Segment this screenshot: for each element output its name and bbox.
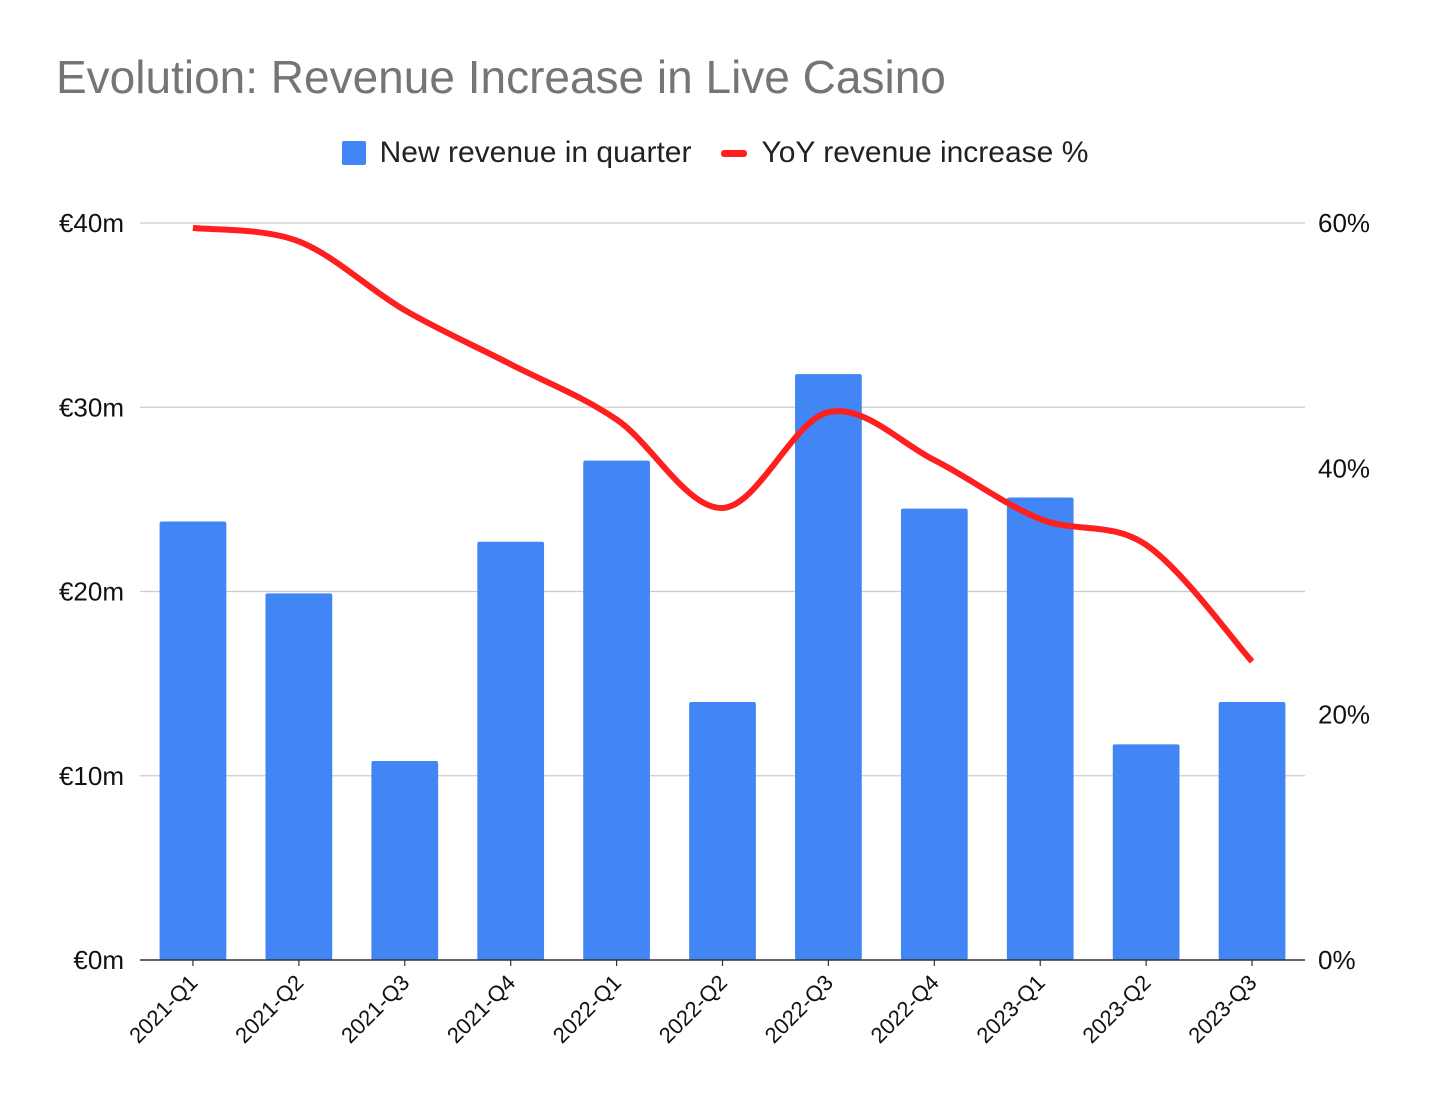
- legend-swatch-bars: [341, 141, 366, 165]
- legend-item-line[interactable]: YoY revenue increase %: [721, 136, 1088, 170]
- y-left-tick-label: €10m: [59, 761, 124, 791]
- legend: New revenue in quarter YoY revenue incre…: [0, 136, 1430, 170]
- x-tick-label: 2022-Q3: [760, 970, 838, 1048]
- x-tick-label: 2022-Q1: [548, 970, 626, 1048]
- y-left-tick-label: €0m: [73, 945, 124, 975]
- legend-swatch-line: [721, 149, 748, 157]
- x-tick-label: 2023-Q2: [1077, 970, 1155, 1048]
- legend-label-line: YoY revenue increase %: [761, 136, 1089, 169]
- y-right-tick-label: 60%: [1318, 208, 1370, 238]
- bar: [795, 374, 862, 961]
- bar: [371, 761, 439, 960]
- x-tick-label: 2021-Q1: [124, 970, 202, 1048]
- y-right-tick-label: 0%: [1318, 945, 1356, 975]
- bar: [265, 593, 333, 960]
- bar: [900, 508, 968, 960]
- x-tick-label: 2022-Q2: [654, 970, 732, 1048]
- legend-label-bars: New revenue in quarter: [379, 136, 692, 169]
- y-right-tick-label: 40%: [1318, 454, 1370, 484]
- x-tick-label: 2021-Q4: [442, 970, 520, 1048]
- series-line-yoy: [192, 224, 1255, 664]
- x-tick-label: 2023-Q1: [972, 970, 1050, 1048]
- bar: [1218, 702, 1286, 960]
- y-right-tick-label: 20%: [1318, 699, 1370, 729]
- x-tick-label: 2023-Q3: [1183, 970, 1261, 1048]
- chart-title: Evolution: Revenue Increase in Live Casi…: [56, 51, 946, 103]
- bar: [159, 521, 227, 960]
- bar: [583, 460, 650, 960]
- legend-item-bars[interactable]: New revenue in quarter: [341, 136, 692, 170]
- y-left-tick-label: €30m: [59, 392, 124, 422]
- bar: [689, 702, 756, 960]
- bar: [1006, 497, 1074, 960]
- y-left-tick-label: €40m: [59, 208, 124, 238]
- x-tick-label: 2022-Q4: [866, 970, 944, 1048]
- bar: [477, 541, 545, 960]
- x-tick-label: 2021-Q3: [336, 970, 414, 1048]
- bar: [1112, 744, 1180, 960]
- y-left-tick-label: €20m: [59, 577, 124, 607]
- x-tick-label: 2021-Q2: [230, 970, 308, 1048]
